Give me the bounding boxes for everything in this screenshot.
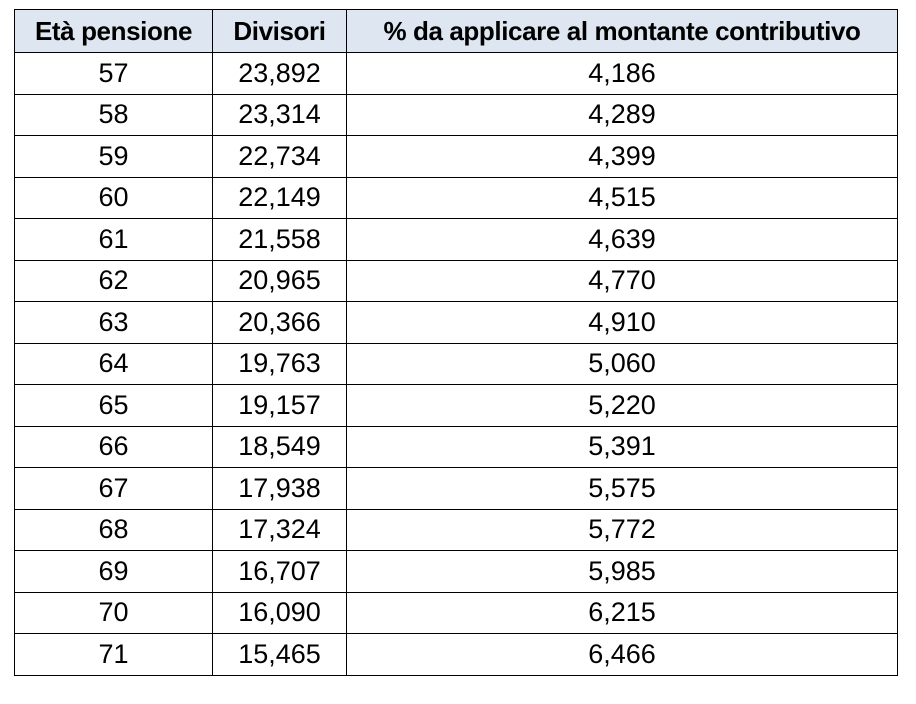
table-row: 57 23,892 4,186 xyxy=(14,52,898,95)
cell-percentuale: 4,770 xyxy=(346,259,898,302)
table-row: 65 19,157 5,220 xyxy=(14,384,898,427)
cell-divisori: 19,157 xyxy=(212,384,347,427)
cell-eta-pensione: 62 xyxy=(14,259,213,302)
cell-divisori: 16,707 xyxy=(212,550,347,593)
cell-percentuale: 4,399 xyxy=(346,135,898,178)
cell-percentuale: 5,391 xyxy=(346,425,898,468)
table-row: 61 21,558 4,639 xyxy=(14,218,898,261)
cell-divisori: 18,549 xyxy=(212,425,347,468)
table-row: 70 16,090 6,215 xyxy=(14,591,898,634)
cell-eta-pensione: 68 xyxy=(14,508,213,551)
table-row: 64 19,763 5,060 xyxy=(14,342,898,385)
cell-percentuale: 4,515 xyxy=(346,176,898,219)
cell-divisori: 15,465 xyxy=(212,633,347,676)
cell-eta-pensione: 67 xyxy=(14,467,213,510)
cell-eta-pensione: 63 xyxy=(14,301,213,344)
cell-percentuale: 5,220 xyxy=(346,384,898,427)
cell-divisori: 16,090 xyxy=(212,591,347,634)
cell-eta-pensione: 59 xyxy=(14,135,213,178)
cell-divisori: 23,314 xyxy=(212,93,347,136)
header-percentuale: % da applicare al montante contributivo xyxy=(346,9,898,53)
cell-eta-pensione: 64 xyxy=(14,342,213,385)
table-row: 71 15,465 6,466 xyxy=(14,633,898,676)
table-row: 59 22,734 4,399 xyxy=(14,135,898,178)
cell-eta-pensione: 69 xyxy=(14,550,213,593)
table-row: 68 17,324 5,772 xyxy=(14,508,898,551)
header-eta-pensione: Età pensione xyxy=(14,9,213,53)
cell-divisori: 20,965 xyxy=(212,259,347,302)
cell-divisori: 20,366 xyxy=(212,301,347,344)
table-row: 60 22,149 4,515 xyxy=(14,176,898,219)
table-row: 67 17,938 5,575 xyxy=(14,467,898,510)
cell-eta-pensione: 71 xyxy=(14,633,213,676)
cell-percentuale: 4,639 xyxy=(346,218,898,261)
table-row: 69 16,707 5,985 xyxy=(14,550,898,593)
cell-divisori: 17,324 xyxy=(212,508,347,551)
cell-percentuale: 4,289 xyxy=(346,93,898,136)
cell-eta-pensione: 57 xyxy=(14,52,213,95)
cell-divisori: 21,558 xyxy=(212,218,347,261)
cell-divisori: 17,938 xyxy=(212,467,347,510)
cell-percentuale: 5,060 xyxy=(346,342,898,385)
cell-eta-pensione: 70 xyxy=(14,591,213,634)
table-row: 62 20,965 4,770 xyxy=(14,259,898,302)
cell-divisori: 22,149 xyxy=(212,176,347,219)
cell-divisori: 23,892 xyxy=(212,52,347,95)
cell-percentuale: 6,466 xyxy=(346,633,898,676)
cell-divisori: 19,763 xyxy=(212,342,347,385)
header-divisori: Divisori xyxy=(212,9,347,53)
cell-divisori: 22,734 xyxy=(212,135,347,178)
cell-eta-pensione: 66 xyxy=(14,425,213,468)
cell-percentuale: 5,575 xyxy=(346,467,898,510)
table-header: Età pensione Divisori % da applicare al … xyxy=(14,9,898,53)
cell-eta-pensione: 61 xyxy=(14,218,213,261)
cell-percentuale: 5,985 xyxy=(346,550,898,593)
cell-percentuale: 4,910 xyxy=(346,301,898,344)
cell-percentuale: 5,772 xyxy=(346,508,898,551)
cell-eta-pensione: 60 xyxy=(14,176,213,219)
header-row: Età pensione Divisori % da applicare al … xyxy=(14,9,898,53)
cell-eta-pensione: 65 xyxy=(14,384,213,427)
coefficients-table: Età pensione Divisori % da applicare al … xyxy=(14,9,898,676)
table-row: 58 23,314 4,289 xyxy=(14,93,898,136)
table-body: 57 23,892 4,186 58 23,314 4,289 59 22,734 4,399 6… xyxy=(14,52,898,676)
cell-percentuale: 4,186 xyxy=(346,52,898,95)
cell-eta-pensione: 58 xyxy=(14,93,213,136)
table-row: 66 18,549 5,391 xyxy=(14,425,898,468)
cell-percentuale: 6,215 xyxy=(346,591,898,634)
table-row: 63 20,366 4,910 xyxy=(14,301,898,344)
